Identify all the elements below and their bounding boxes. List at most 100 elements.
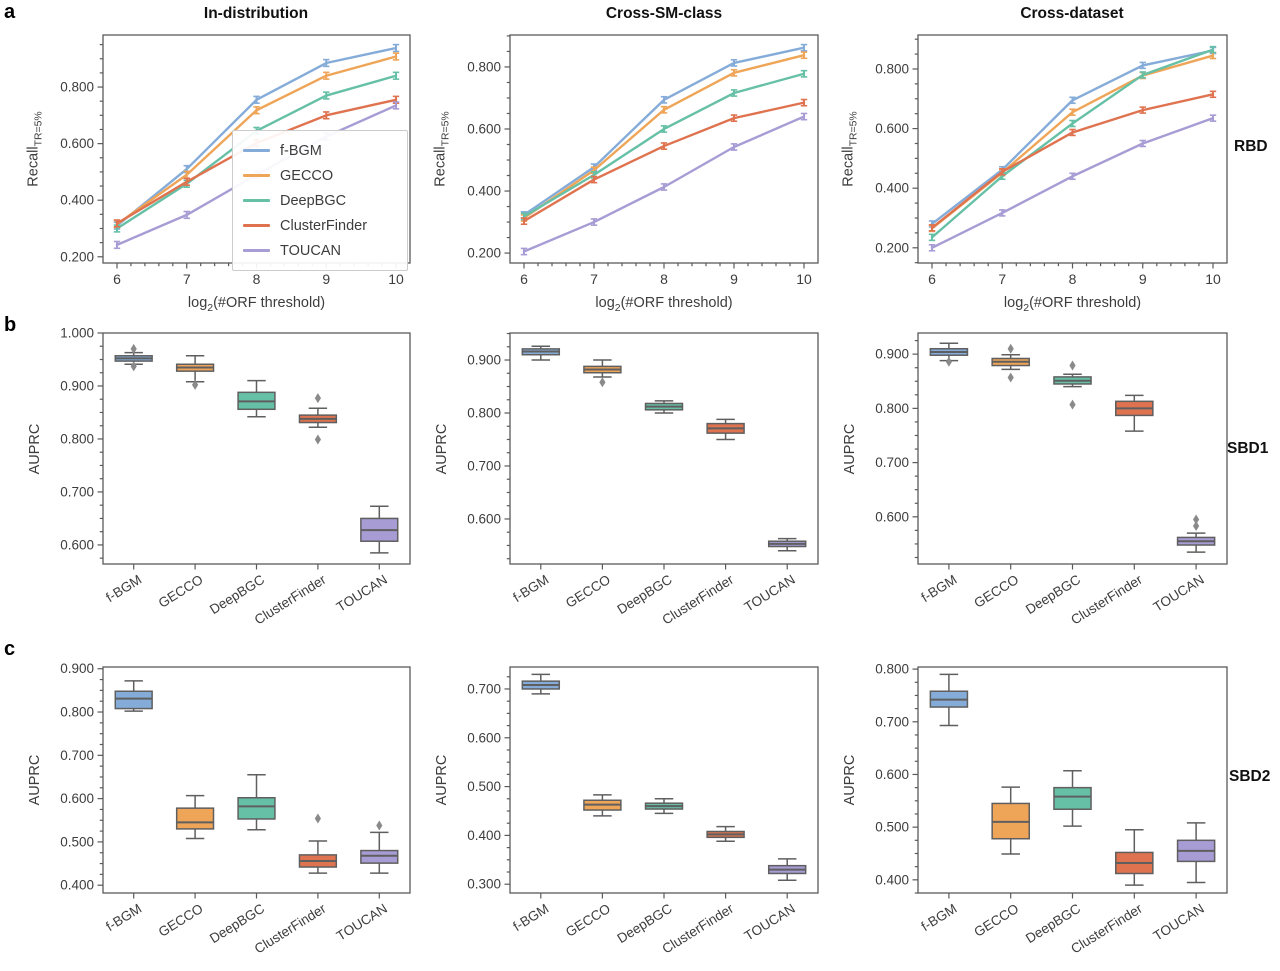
svg-text:7: 7 [998, 271, 1006, 287]
svg-text:0.600: 0.600 [875, 121, 909, 136]
svg-text:10: 10 [796, 271, 812, 287]
svg-text:0.500: 0.500 [60, 834, 94, 849]
svg-text:6: 6 [520, 271, 528, 287]
legend-swatch [243, 224, 270, 227]
svg-text:0.400: 0.400 [875, 181, 909, 196]
svg-text:0.200: 0.200 [60, 249, 94, 264]
box-GECCO [991, 786, 1030, 855]
legend-swatch [243, 149, 270, 152]
chart-content [521, 673, 807, 882]
svg-text:0.400: 0.400 [467, 184, 501, 199]
box-f-BGM [114, 680, 153, 712]
legend-item-clusterfinder: ClusterFinder [243, 213, 397, 238]
box-chart-auprc-sbd1-cross-dataset: 0.600 0.700 0.800 0.900 f-BGM GECCO DeepBGC Clu… [840, 317, 1249, 656]
box-chart-auprc-sbd2-cross-dataset: 0.400 0.500 0.600 0.700 0.800 f-BGM GECCO DeepB… [840, 651, 1249, 971]
svg-text:9: 9 [730, 271, 738, 287]
x-axis-label: log2(#ORF threshold) [595, 295, 733, 314]
svg-text:0.700: 0.700 [875, 714, 909, 729]
legend-swatch [243, 174, 270, 177]
svg-text:f-BGM: f-BGM [103, 901, 144, 934]
svg-text:f-BGM: f-BGM [918, 901, 959, 934]
box-f-BGM [929, 342, 969, 367]
panel-letter-a: a [4, 1, 16, 23]
chart-content [520, 43, 808, 256]
panel-letter-b: b [4, 314, 17, 336]
axes: 0.200 0.400 0.600 0.800 6 7 8 9 10 [875, 34, 1228, 287]
svg-text:0.900: 0.900 [60, 378, 94, 393]
x-axis-ticks: 6 7 8 9 10 [928, 263, 1221, 287]
line-chart-recall-in-distribution: 0.200 0.400 0.600 0.800 6 7 8 9 10 RecallTR=5% l… [25, 19, 432, 325]
box-ClusterFinder [706, 825, 745, 843]
svg-text:6: 6 [928, 271, 936, 287]
svg-text:f-BGM: f-BGM [510, 572, 551, 605]
series-ClusterFinder [928, 90, 1217, 232]
svg-text:TOUCAN: TOUCAN [334, 572, 390, 615]
legend-item-deepbgc: DeepBGC [243, 188, 397, 213]
svg-text:0.800: 0.800 [875, 662, 909, 677]
y-axis-label: AUPRC [842, 423, 858, 474]
box-TOUCAN [1176, 822, 1216, 884]
svg-text:0.600: 0.600 [467, 730, 501, 745]
svg-text:0.300: 0.300 [467, 877, 501, 892]
box-ClusterFinder [298, 813, 338, 874]
svg-text:0.800: 0.800 [60, 705, 94, 720]
y-axis-ticks: 0.200 0.400 0.600 0.800 [875, 38, 918, 264]
box-DeepBGC [1053, 770, 1092, 827]
box-ClusterFinder [1115, 829, 1154, 886]
box-f-BGM [114, 343, 153, 372]
svg-text:0.800: 0.800 [60, 431, 94, 446]
box-TOUCAN [1176, 514, 1216, 553]
box-TOUCAN [767, 858, 807, 882]
box-chart-auprc-sbd1-cross-sm-class: 0.600 0.700 0.800 0.900 f-BGM GECCO DeepBGC Clu… [432, 317, 840, 656]
series-TOUCAN [520, 112, 808, 256]
box-DeepBGC [237, 379, 276, 418]
svg-text:0.700: 0.700 [875, 455, 909, 470]
svg-text:f-BGM: f-BGM [103, 572, 144, 605]
series-DeepBGC [928, 45, 1217, 242]
row-label-sbd1: SBD1 [1227, 440, 1269, 457]
row-label-rbd: RBD [1234, 138, 1268, 155]
svg-text:GECCO: GECCO [156, 901, 206, 940]
box-ClusterFinder [298, 393, 338, 445]
svg-text:0.500: 0.500 [875, 820, 909, 835]
series-ClusterFinder [520, 98, 808, 226]
x-axis-ticks: 6 7 8 9 10 [520, 263, 812, 287]
chart-content [928, 45, 1217, 252]
column-title-in-distribution: In-distribution [203, 5, 309, 22]
box-ClusterFinder [1115, 394, 1154, 432]
svg-text:GECCO: GECCO [971, 901, 1021, 940]
box-chart-auprc-sbd2-cross-sm-class: 0.300 0.400 0.500 0.600 0.700 f-BGM GECCO DeepB… [432, 651, 840, 971]
y-axis-label: RecallTR=5% [432, 111, 452, 187]
series-GECCO [520, 51, 808, 222]
column-title-cross-dataset: Cross-dataset [1020, 5, 1124, 22]
svg-text:0.900: 0.900 [60, 661, 94, 676]
svg-text:0.500: 0.500 [467, 779, 501, 794]
svg-text:0.900: 0.900 [467, 353, 501, 368]
svg-text:0.700: 0.700 [467, 681, 501, 696]
svg-text:GECCO: GECCO [156, 572, 206, 611]
svg-text:TOUCAN: TOUCAN [742, 901, 798, 944]
y-axis-ticks: 0.400 0.500 0.600 0.700 0.800 [875, 662, 918, 894]
series-GECCO [928, 51, 1217, 233]
y-axis-ticks: 0.600 0.700 0.800 0.900 [875, 339, 918, 559]
series-f-BGM [520, 43, 808, 219]
svg-text:0.400: 0.400 [467, 828, 501, 843]
plot-area: 0.400 0.500 0.600 0.700 0.800 0.900 f-BGM GECCO… [60, 661, 411, 956]
svg-text:0.800: 0.800 [875, 61, 909, 76]
svg-text:1.000: 1.000 [60, 326, 94, 341]
svg-text:0.600: 0.600 [60, 791, 94, 806]
y-axis-ticks: 0.300 0.400 0.500 0.600 0.700 [467, 676, 510, 892]
svg-text:0.700: 0.700 [467, 458, 501, 473]
y-axis-ticks: 0.400 0.500 0.600 0.700 0.800 0.900 [60, 661, 103, 893]
svg-text:f-BGM: f-BGM [918, 572, 959, 605]
box-f-BGM [521, 345, 561, 361]
svg-text:TOUCAN: TOUCAN [334, 901, 390, 944]
chart-content [521, 345, 807, 552]
